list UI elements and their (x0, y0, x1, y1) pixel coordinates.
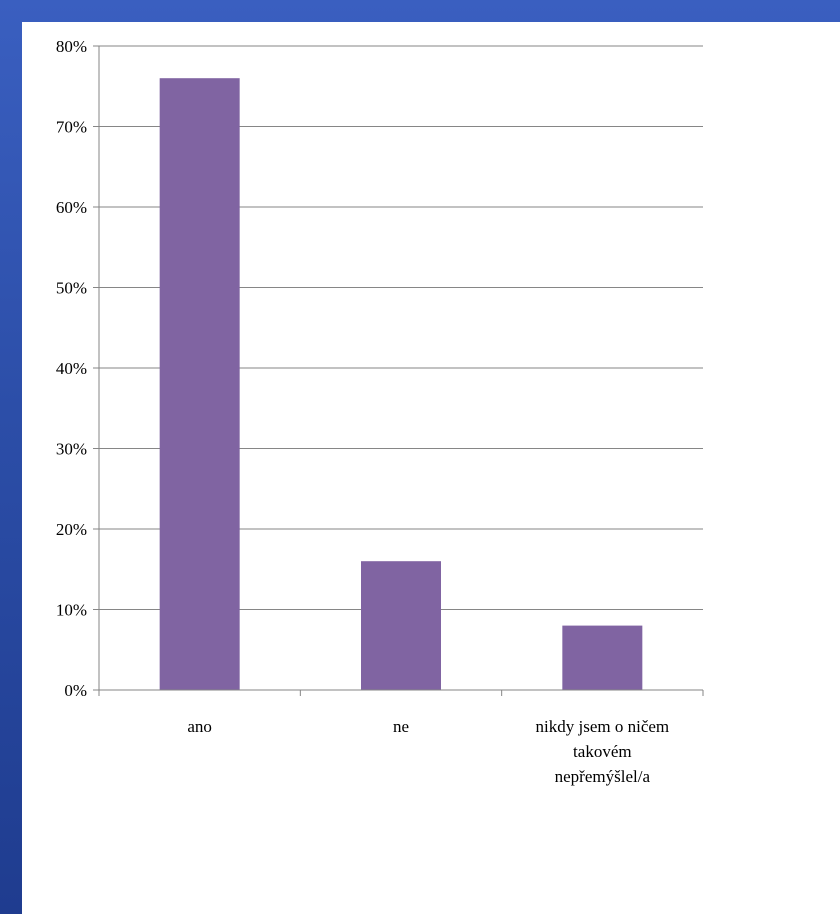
chart-panel: 0% 10% 20% 30% 40% 50% 60% 70% 80% ano ne nikdy js… (22, 22, 840, 914)
y-tick-labels: 0% 10% 20% 30% 40% 50% 60% 70% 80% (56, 37, 87, 700)
x-category-label: nikdy jsem o ničem takovém nepřemýšlel/a (536, 717, 670, 786)
y-tick-label: 60% (56, 198, 87, 217)
bar-2 (361, 561, 441, 690)
y-tick-label: 40% (56, 359, 87, 378)
y-tick-label: 30% (56, 440, 87, 459)
y-tick-label: 10% (56, 601, 87, 620)
y-tick-label: 20% (56, 520, 87, 539)
y-tick-label: 80% (56, 37, 87, 56)
bars (159, 78, 643, 690)
bar-3 (562, 625, 643, 690)
bar-chart: 0% 10% 20% 30% 40% 50% 60% 70% 80% ano ne nikdy js… (56, 37, 704, 786)
y-tick-label: 50% (56, 279, 87, 298)
x-tick-labels: ano ne nikdy jsem o ničem takovém nepřemýšle… (187, 717, 669, 786)
x-category-label: ano (187, 717, 212, 736)
x-category-label: ne (393, 717, 409, 736)
y-tick-label: 0% (64, 681, 87, 700)
bar-1 (159, 78, 240, 690)
axes (93, 45, 704, 696)
y-tick-label: 70% (56, 118, 87, 137)
